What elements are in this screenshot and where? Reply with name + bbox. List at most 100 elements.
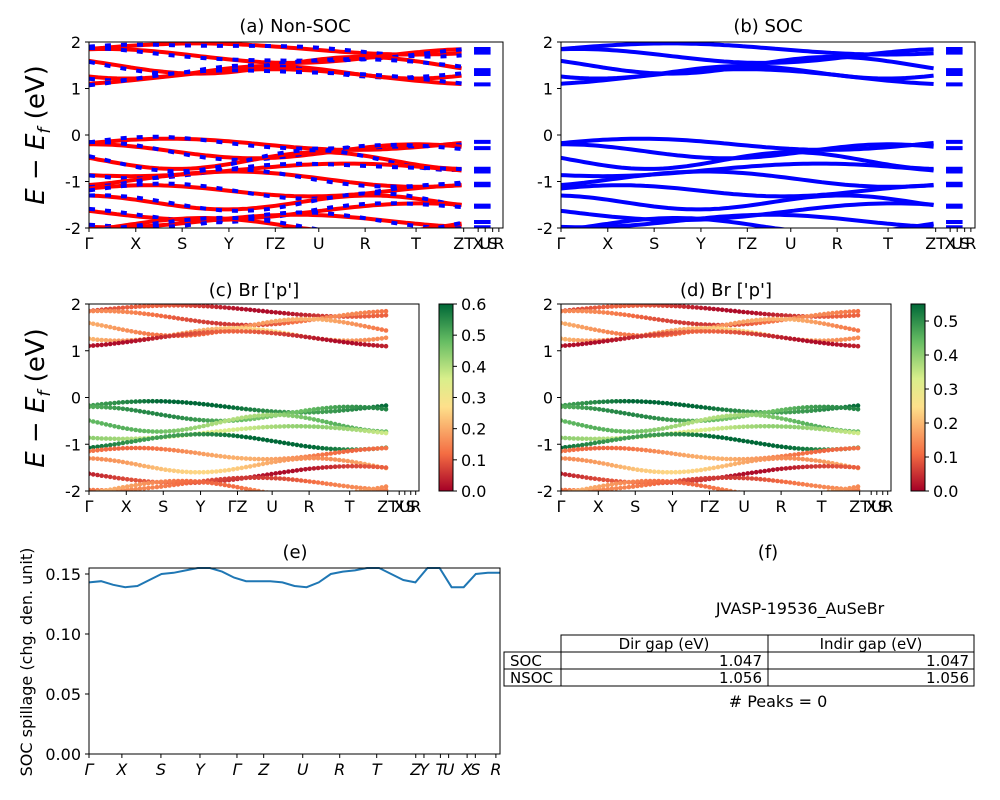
band-dot xyxy=(371,337,376,342)
band-dot xyxy=(137,408,143,414)
band-dot xyxy=(673,319,678,325)
band-dot xyxy=(647,448,653,454)
band-dot xyxy=(260,320,266,326)
band-dot xyxy=(141,445,147,451)
band-dot xyxy=(256,408,262,413)
band-dot xyxy=(95,420,100,425)
band-dot xyxy=(366,337,372,343)
band-dot xyxy=(256,425,262,430)
band-dot xyxy=(592,406,598,412)
band-dot xyxy=(180,316,185,322)
band-dot xyxy=(796,456,801,462)
band-dot xyxy=(201,418,206,423)
band-dot xyxy=(290,442,296,447)
band-dot xyxy=(303,424,308,429)
band-dot xyxy=(749,439,755,445)
band-dot xyxy=(711,456,716,461)
band-dot xyxy=(247,464,253,469)
band-dot xyxy=(311,417,317,422)
band-dot xyxy=(150,336,155,341)
band-dot xyxy=(601,339,606,344)
y-tick-label: 2 xyxy=(71,295,81,314)
band-dot xyxy=(141,486,147,491)
band-dot xyxy=(626,304,632,308)
band-dot xyxy=(154,484,160,490)
band-dot xyxy=(838,487,844,491)
band-dot xyxy=(851,446,857,451)
x-tick-label: Γ xyxy=(232,760,242,779)
band-dot xyxy=(175,478,181,484)
band-dot xyxy=(809,339,814,344)
band-dot xyxy=(745,492,750,497)
band-dot xyxy=(677,402,683,407)
band-dot xyxy=(673,304,678,309)
band-dot xyxy=(99,436,104,441)
band-dot xyxy=(231,417,236,422)
band-dot xyxy=(618,336,623,342)
x-tick-label: ZT xyxy=(453,234,474,253)
band-dot xyxy=(95,322,100,327)
band-dot xyxy=(341,339,346,345)
band-dot xyxy=(107,401,113,406)
band-dot xyxy=(107,446,113,452)
band-dot xyxy=(635,434,640,439)
band-dot xyxy=(830,428,835,433)
band-dot xyxy=(635,334,640,340)
band-dot xyxy=(796,451,801,457)
band-dot xyxy=(243,464,249,470)
band-dot xyxy=(163,467,168,473)
band-dot xyxy=(120,305,126,311)
x-tick-label: Y xyxy=(419,760,430,779)
band-dot xyxy=(561,448,564,454)
band-dot xyxy=(349,404,355,410)
band-dot xyxy=(605,399,610,404)
band-dot xyxy=(354,485,359,490)
band-dot xyxy=(664,470,670,475)
band-dot xyxy=(273,310,279,315)
band-dot xyxy=(89,404,92,410)
band-dot xyxy=(783,316,789,322)
band-dot xyxy=(247,475,253,481)
band-dot xyxy=(307,407,312,413)
band-dot xyxy=(770,409,776,414)
band-dot xyxy=(158,313,164,319)
band-dot xyxy=(120,446,126,451)
band-dot xyxy=(349,340,355,346)
colorbar-tick-label: 0.0 xyxy=(461,482,486,501)
band-dot xyxy=(664,479,670,484)
band-dot xyxy=(618,331,623,337)
band-dot xyxy=(796,337,801,343)
band-dot xyxy=(150,312,155,318)
band-dot xyxy=(328,464,334,470)
band-dot xyxy=(630,466,636,472)
band-dot xyxy=(809,492,814,497)
band-dot xyxy=(205,422,211,428)
band-dot xyxy=(690,432,695,438)
band-dot xyxy=(277,310,283,316)
band-dot xyxy=(120,440,126,446)
band-dot xyxy=(358,428,363,433)
band-dot xyxy=(677,422,683,428)
band-dot xyxy=(315,480,321,485)
band-dot xyxy=(855,335,861,341)
band-dot xyxy=(239,456,244,461)
y-tick-label: -2 xyxy=(65,482,81,501)
band-dot xyxy=(749,424,755,429)
band-dot xyxy=(337,492,342,497)
band-dot xyxy=(120,476,126,482)
band-dot xyxy=(226,418,232,423)
band-dot xyxy=(732,475,738,481)
band-dot xyxy=(281,440,287,446)
band-dot xyxy=(592,400,598,405)
band-dot xyxy=(116,406,121,411)
band-dot xyxy=(222,326,228,331)
band-dot xyxy=(753,458,759,463)
band-dot xyxy=(622,436,627,441)
band-dot xyxy=(677,418,683,423)
band-dot xyxy=(630,412,636,418)
band-dot xyxy=(826,322,831,327)
x-tick-label: R xyxy=(882,497,893,516)
x-tick-label: S xyxy=(470,760,480,779)
band-dot xyxy=(337,404,342,410)
band-dot xyxy=(562,487,568,491)
